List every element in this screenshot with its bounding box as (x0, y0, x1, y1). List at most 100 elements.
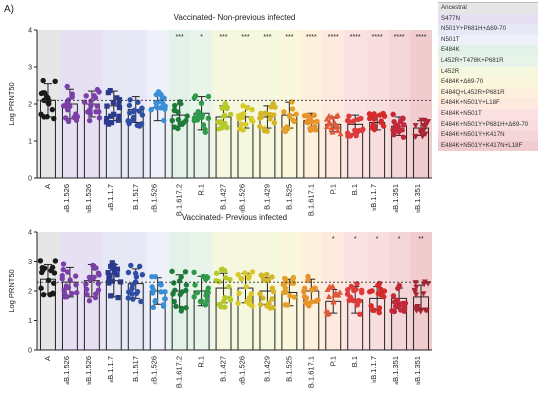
data-point (111, 111, 117, 117)
data-point (60, 266, 66, 273)
x-tick-label: A (43, 184, 52, 189)
data-point (83, 286, 90, 293)
data-point (125, 295, 132, 301)
data-point (40, 77, 46, 84)
x-tick-label: P.1 (328, 184, 337, 194)
x-tick-label: aB.1.1.7 (106, 184, 115, 211)
x-tick-superscript: a (65, 210, 71, 213)
data-point (357, 311, 363, 317)
data-point (250, 118, 256, 125)
legend-entry: S477N (438, 13, 538, 25)
category-band (366, 30, 389, 178)
data-point (249, 269, 256, 275)
data-point (205, 93, 212, 100)
data-point (132, 279, 139, 285)
legend-entry: E484Q+L452R+P681R (438, 87, 538, 99)
data-point (369, 114, 376, 121)
data-point (270, 304, 276, 311)
data-point (326, 293, 333, 300)
x-tick-superscript: b (372, 208, 378, 211)
data-point (398, 301, 404, 307)
data-point (244, 105, 250, 111)
x-tick-label: B.1 (350, 356, 359, 367)
data-point (104, 103, 110, 109)
data-point (291, 294, 298, 300)
data-point (148, 107, 154, 113)
data-point (92, 95, 99, 101)
x-tick-label: aB.1.351 (391, 356, 400, 385)
data-point (105, 270, 111, 276)
data-point (222, 274, 229, 281)
data-point (183, 282, 190, 288)
data-point (41, 90, 48, 96)
data-point (87, 110, 93, 117)
data-point (200, 122, 207, 128)
category-band (300, 30, 323, 178)
data-point (213, 270, 220, 276)
data-point (116, 101, 122, 108)
data-point (308, 127, 314, 133)
data-point (171, 124, 178, 130)
data-point (128, 262, 134, 269)
data-point (371, 307, 377, 314)
x-tick-superscript: d (240, 382, 246, 385)
data-point (86, 274, 93, 281)
data-point (65, 118, 72, 125)
significance-label: **** (350, 34, 361, 41)
data-point (49, 106, 55, 113)
x-tick-label: cB.1.526 (150, 356, 159, 384)
panel-non-previous-infected: Vaccinated- Non-previous infected 0 1 2 3 4 Lo… (7, 13, 432, 216)
data-point (111, 269, 117, 275)
data-point (51, 270, 58, 276)
data-point (371, 123, 377, 129)
x-tick-label: B.1.617.2 (175, 356, 184, 388)
data-point (222, 268, 228, 274)
x-tick-superscript: b (87, 382, 93, 385)
data-point (412, 289, 419, 296)
data-point (391, 131, 397, 138)
y-tick-label: 3 (28, 259, 32, 266)
data-point (301, 285, 308, 291)
data-point (38, 285, 44, 291)
x-tick-superscript: a (109, 380, 115, 383)
y-tick-label: 2 (28, 289, 32, 296)
data-point (150, 287, 157, 293)
data-point (176, 278, 183, 284)
data-point (110, 264, 116, 270)
data-point (346, 297, 352, 304)
data-point (235, 300, 241, 306)
data-point (390, 111, 396, 118)
data-point (103, 119, 110, 125)
x-tick-label: B.1.427 (219, 184, 228, 210)
legend-entry: L452R+T478K+P681R (438, 55, 538, 67)
data-point (183, 118, 189, 124)
y-tick-label: 0 (28, 176, 32, 183)
data-point (305, 113, 312, 120)
data-point (108, 293, 114, 299)
data-point (135, 99, 141, 105)
data-point (194, 117, 201, 123)
significance-label: *** (176, 34, 184, 41)
data-point (246, 273, 252, 279)
data-point (258, 272, 265, 278)
data-point (222, 294, 228, 301)
data-point (162, 289, 168, 295)
data-point (421, 281, 428, 288)
data-point (152, 273, 159, 280)
x-tick-superscript: c (153, 209, 159, 212)
y-tick-label: 2 (28, 102, 32, 109)
data-point (293, 111, 299, 117)
data-point (191, 95, 198, 101)
data-point (258, 301, 264, 308)
data-point (127, 97, 133, 103)
data-point (136, 263, 143, 270)
data-point (95, 270, 102, 276)
data-point (105, 90, 111, 96)
data-point (158, 289, 164, 295)
data-point (412, 280, 419, 286)
data-point (326, 118, 333, 125)
panel-label: A) (4, 4, 14, 15)
legend-entry: E484K (438, 45, 538, 56)
y-tick-label: 1 (28, 318, 32, 325)
data-point (169, 268, 175, 275)
